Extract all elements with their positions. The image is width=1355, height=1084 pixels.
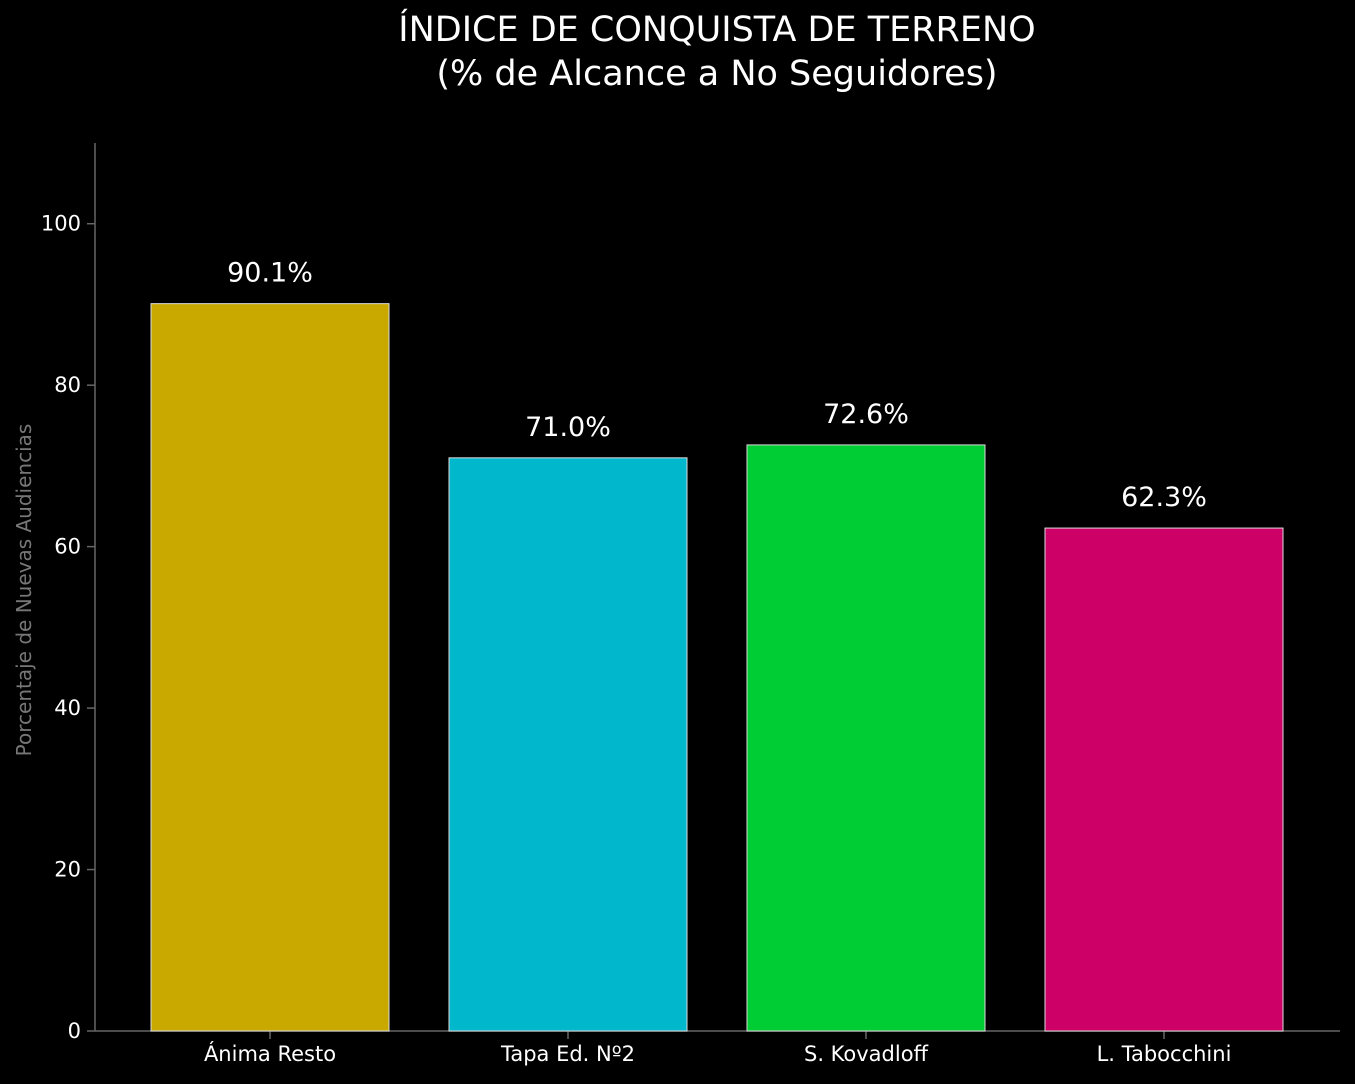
- x-tick-label: L. Tabocchini: [1097, 1042, 1232, 1066]
- y-tick-label: 60: [54, 535, 81, 559]
- bar: [448, 457, 688, 1032]
- x-tick-label: Ánima Resto: [204, 1041, 336, 1066]
- y-tick-label: 0: [68, 1019, 81, 1043]
- y-tick-label: 40: [54, 696, 81, 720]
- axes: 0 20 40 60 80 100 Ánima Resto Tapa Ed. Nº2 S. Ko…: [41, 143, 1340, 1066]
- bars: 90.1% 71.0% 72.6% 62.3%: [150, 258, 1284, 1032]
- y-axis-label: Porcentaje de Nuevas Audiencias: [12, 424, 36, 757]
- bar: [746, 444, 986, 1032]
- bar-value-label: 72.6%: [823, 399, 909, 430]
- bar-value-label: 71.0%: [525, 412, 611, 443]
- bar-value-label: 62.3%: [1121, 482, 1207, 513]
- x-tick-label: S. Kovadloff: [804, 1042, 929, 1066]
- x-tick-label: Tapa Ed. Nº2: [500, 1042, 635, 1066]
- y-tick-label: 100: [41, 212, 81, 236]
- chart-subtitle: (% de Alcance a No Seguidores): [436, 54, 997, 94]
- chart-title: ÍNDICE DE CONQUISTA DE TERRENO: [398, 8, 1035, 50]
- bar: [150, 303, 390, 1032]
- bar: [1044, 527, 1284, 1032]
- bar-value-label: 90.1%: [227, 258, 313, 289]
- y-tick-label: 80: [54, 373, 81, 397]
- y-tick-label: 20: [54, 858, 81, 882]
